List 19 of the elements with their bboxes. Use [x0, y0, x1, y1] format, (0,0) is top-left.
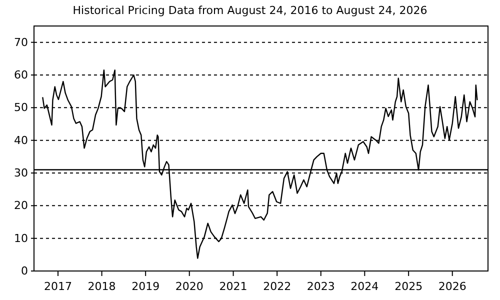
y-tick-label: 10 [14, 232, 28, 245]
x-tick-label: 2026 [438, 280, 466, 293]
x-tick-label: 2023 [306, 280, 335, 293]
x-tick-label: 2017 [44, 280, 72, 293]
x-tick-label: 2021 [219, 280, 248, 293]
y-tick-label: 50 [14, 101, 28, 114]
y-tick-label: 0 [21, 264, 28, 278]
x-tick-label: 2024 [350, 280, 379, 293]
y-tick-label: 30 [14, 166, 28, 180]
x-tick-label: 2019 [132, 280, 160, 293]
y-tick-label: 40 [14, 134, 28, 147]
y-tick-label: 70 [14, 36, 28, 49]
x-tick-label: 2018 [88, 280, 116, 293]
y-tick-label: 60 [14, 68, 28, 82]
y-tick-label: 20 [14, 199, 28, 212]
x-tick-label: 2022 [263, 280, 292, 293]
chart-title: Historical Pricing Data from August 24, 2016 to August 24, 2026 [72, 4, 428, 17]
x-tick-label: 2025 [394, 280, 423, 293]
x-tick-label: 2020 [175, 280, 204, 293]
